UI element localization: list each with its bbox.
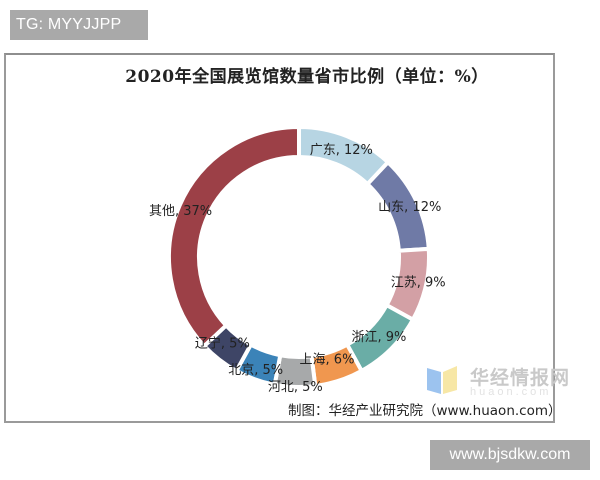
watermark-sub: huaon.com (470, 386, 552, 398)
slice-label-9: 其他, 37% (149, 204, 212, 219)
chart-title: 2020年全国展览馆数量省市比例（单位：%） (125, 67, 489, 87)
slice-label-5: 上海, 6% (300, 353, 355, 368)
watermark-brand: 华经情报网 (470, 367, 571, 389)
huaon-logo-icon (427, 366, 457, 394)
donut-slice-9 (167, 124, 301, 349)
slice-label-8: 辽宁, 5% (195, 335, 250, 351)
source-note: 制图：华经产业研究院（www.huaon.com） (288, 403, 562, 419)
donut-slices (167, 124, 431, 389)
slice-label-4: 浙江, 9% (351, 330, 406, 345)
slice-label-2: 山东, 12% (378, 200, 441, 215)
site-badge: www.bjsdkw.com (430, 440, 590, 470)
slice-label-1: 广东, 12% (310, 143, 373, 158)
slice-label-7: 北京, 5% (228, 363, 283, 378)
slice-label-6: 河北, 5% (268, 380, 323, 395)
donut-labels: 广东, 12% 山东, 12% 江苏, 9% 浙江, 9% 上海, 6% 河北, 5% 北京… (149, 143, 446, 395)
telegram-badge: TG: MYYJJPP (10, 10, 148, 40)
slice-label-3: 江苏, 9% (391, 275, 446, 291)
